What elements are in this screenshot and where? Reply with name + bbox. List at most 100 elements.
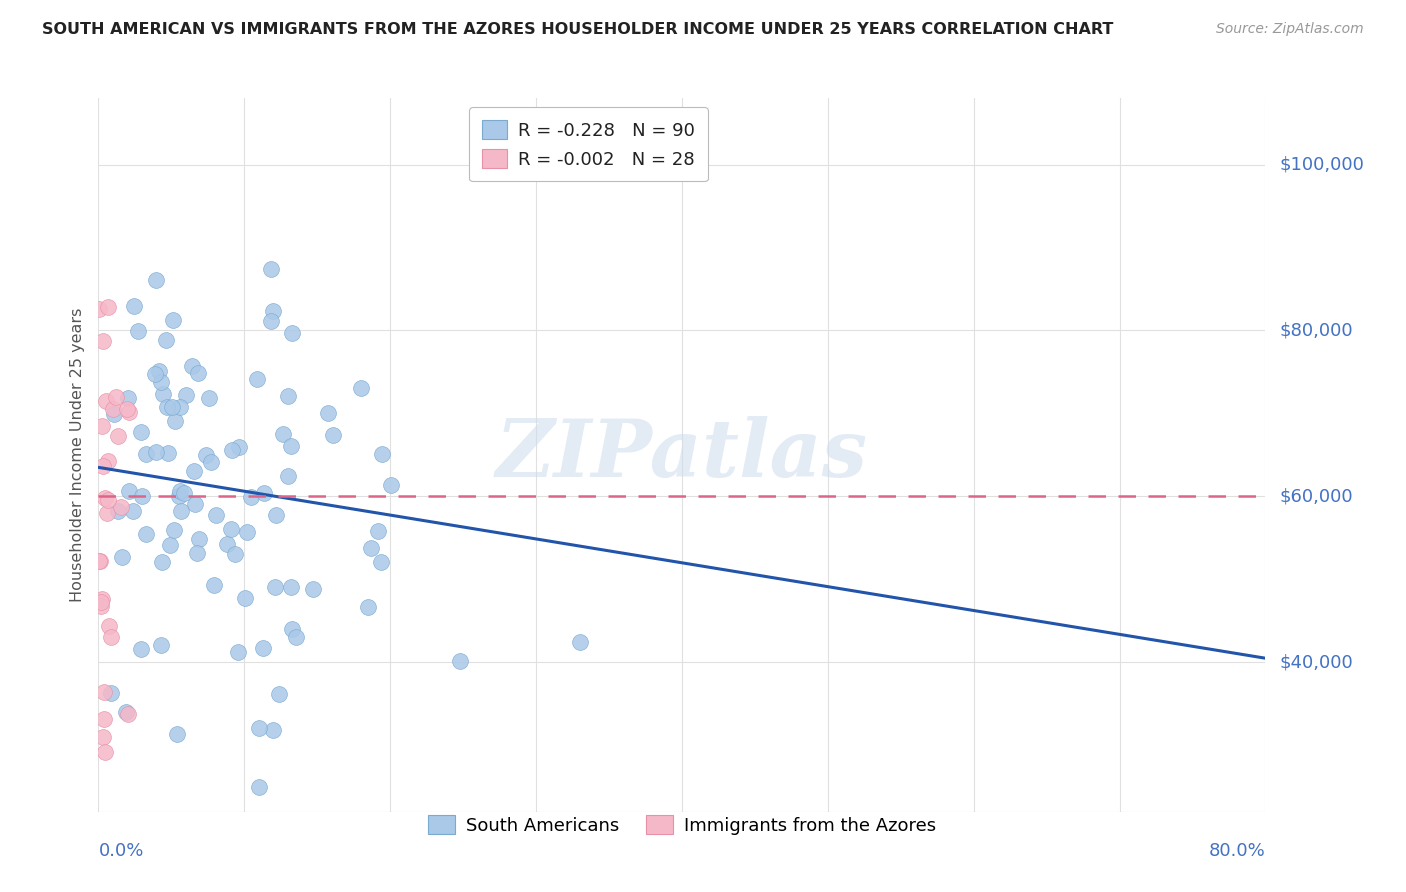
Point [100,631,122,645]
Text: 80.0%: 80.0% [1209,842,1265,860]
Text: $40,000: $40,000 [1279,653,1353,672]
Point [149,639,172,653]
Point [239,491,262,505]
Text: ZIPatlas: ZIPatlas [496,417,868,493]
Point [357,599,380,614]
Text: SOUTH AMERICAN VS IMMIGRANTS FROM THE AZORES HOUSEHOLDER INCOME UNDER 25 YEARS C: SOUTH AMERICAN VS IMMIGRANTS FROM THE AZ… [42,22,1114,37]
Point [156,446,179,460]
Point [186,546,208,560]
Point [173,486,195,500]
Point [87,554,110,568]
Point [104,390,127,404]
Point [160,400,183,414]
Point [224,547,246,561]
Point [280,439,302,453]
Point [380,478,402,492]
Point [318,406,340,420]
Point [91,334,114,348]
Point [262,723,284,737]
Point [176,388,198,402]
Point [93,491,115,506]
Point [129,642,152,657]
Point [449,654,471,668]
Point [91,458,114,473]
Point [187,367,209,381]
Point [100,686,122,700]
Point [122,299,145,313]
Point [117,391,139,405]
Point [280,622,302,636]
Point [285,630,308,644]
Point [253,486,276,500]
Point [148,364,170,378]
Point [169,401,191,415]
Text: 0.0%: 0.0% [98,842,143,860]
Text: $100,000: $100,000 [1279,155,1364,174]
Point [87,301,110,316]
Point [260,262,283,277]
Point [107,504,129,518]
Point [135,526,157,541]
Point [166,727,188,741]
Point [205,508,228,523]
Point [131,489,153,503]
Point [215,536,238,550]
Point [273,427,295,442]
Point [118,483,141,498]
Text: $60,000: $60,000 [1279,487,1353,506]
Point [163,524,186,538]
Point [302,582,325,596]
Point [277,389,299,403]
Point [145,445,167,459]
Point [202,577,225,591]
Point [247,721,270,735]
Point [93,712,115,726]
Point [110,500,132,514]
Point [167,490,190,504]
Point [90,592,112,607]
Point [90,419,112,434]
Point [367,524,389,538]
Point [198,391,221,405]
Point [277,469,299,483]
Point [247,780,270,794]
Point [159,539,181,553]
Legend: South Americans, Immigrants from the Azores: South Americans, Immigrants from the Azo… [420,808,943,842]
Point [360,541,382,555]
Point [91,731,114,745]
Point [236,524,259,539]
Point [350,381,373,395]
Point [266,508,288,523]
Y-axis label: Householder Income Under 25 years: Householder Income Under 25 years [69,308,84,602]
Point [156,400,179,414]
Point [246,372,269,386]
Point [118,405,141,419]
Point [94,745,117,759]
Point [97,300,120,314]
Point [145,273,167,287]
Text: $80,000: $80,000 [1279,321,1353,340]
Point [280,580,302,594]
Point [117,707,139,722]
Point [149,375,172,389]
Point [145,367,167,381]
Point [370,447,392,461]
Point [194,448,217,462]
Point [103,408,125,422]
Point [187,532,209,546]
Point [152,387,174,401]
Point [219,522,242,536]
Point [221,443,243,458]
Point [262,304,284,318]
Point [169,483,191,498]
Point [162,313,184,327]
Point [183,464,205,478]
Point [322,428,344,442]
Point [122,503,145,517]
Point [97,619,120,633]
Point [96,506,118,520]
Point [267,687,290,701]
Point [127,324,149,338]
Point [101,402,124,417]
Point [200,455,222,469]
